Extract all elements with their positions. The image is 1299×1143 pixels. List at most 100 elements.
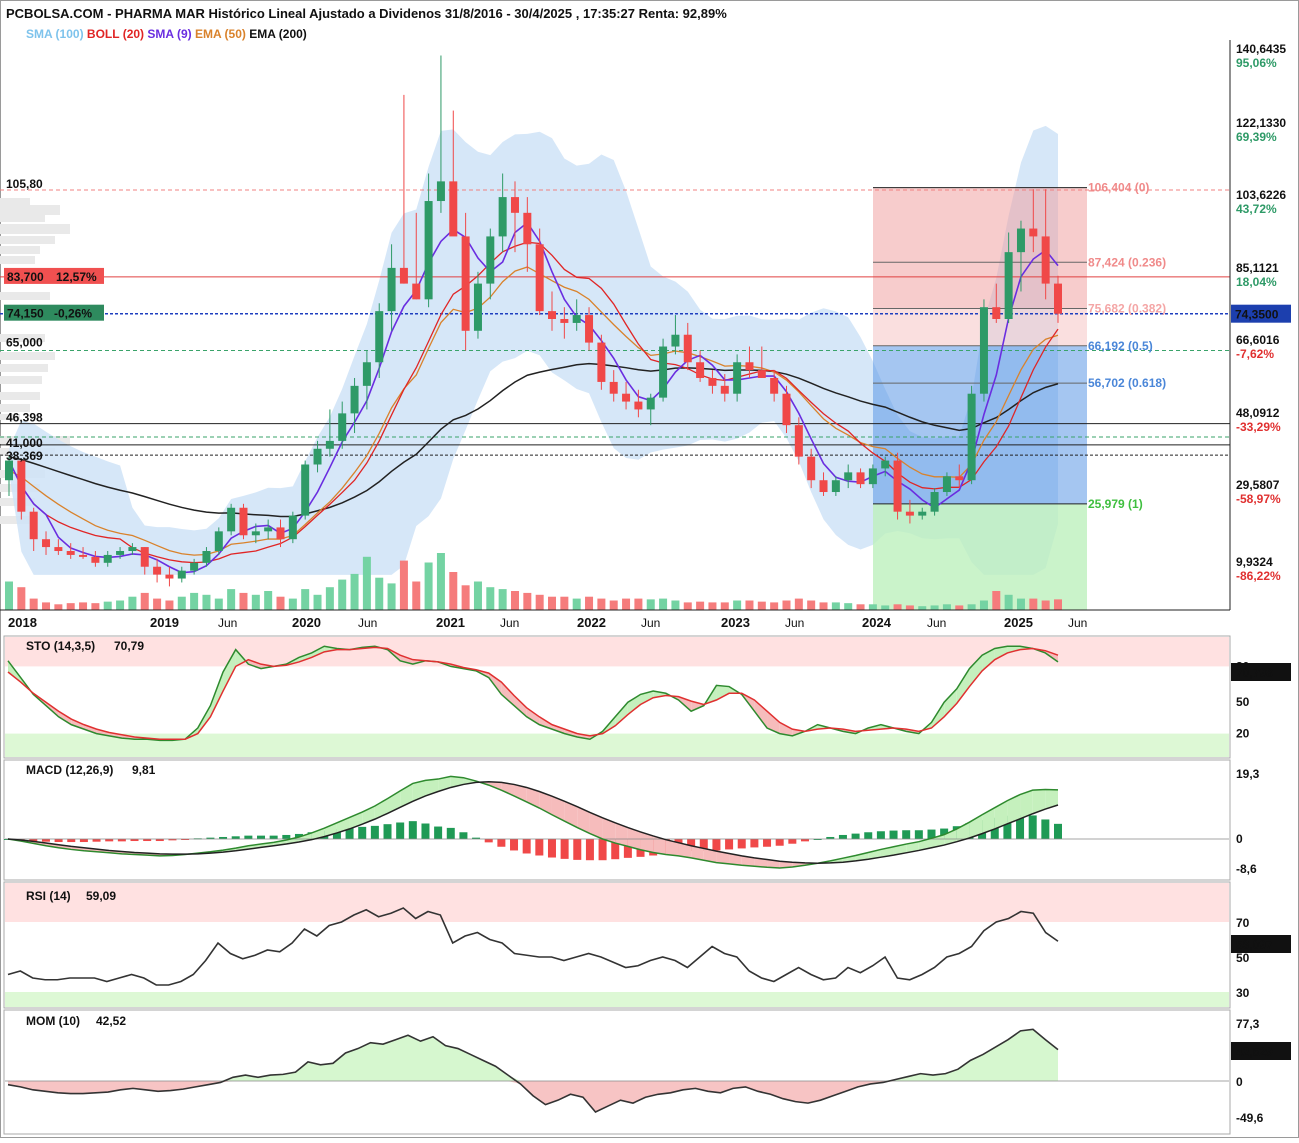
sto-readout-tag	[1231, 663, 1291, 681]
macd-histogram-bar	[370, 825, 379, 839]
candle-body	[585, 315, 594, 343]
macd-signal-line	[7, 780, 1059, 864]
mom-readout: 42,529	[1236, 1045, 1273, 1059]
candle-body	[288, 515, 297, 540]
chart-title: PCBOLSA.COM - PHARMA MAR Histórico Linea…	[6, 6, 727, 21]
volume-bar	[387, 583, 396, 610]
volume-bar	[165, 600, 174, 610]
candle-body	[757, 370, 766, 378]
candle-body	[375, 311, 384, 363]
overbought-zone	[5, 637, 1229, 667]
oversold-zone	[5, 992, 1229, 1007]
price-axis-value: 122,1330	[1236, 116, 1286, 130]
price-axis-value: 85,1121	[1236, 261, 1279, 275]
ref-price: 74,150	[7, 307, 44, 321]
mom-positive-fill	[8, 1029, 1058, 1081]
volume-bar	[313, 594, 322, 610]
fill-segment	[501, 782, 515, 796]
volume-bar	[399, 560, 408, 610]
volume-profile-bar	[0, 256, 35, 264]
fib-label: 66,192 (0.5)	[1088, 339, 1153, 353]
candle-body	[473, 283, 482, 331]
candle-body	[622, 393, 631, 402]
ema50-line	[8, 266, 1059, 556]
panel-frame	[3, 881, 1231, 1009]
macd-histogram-bar	[130, 839, 139, 842]
candle-body	[510, 197, 519, 213]
volume-bar	[436, 553, 445, 610]
resist-pct: 12,57%	[56, 270, 97, 284]
volume-profile-bar	[0, 292, 50, 300]
sto-level-50: 50	[1236, 695, 1250, 709]
fill-segment	[501, 682, 515, 706]
candle-body	[116, 551, 125, 555]
candle-body	[140, 547, 149, 567]
price-axis-pct: 18,04%	[1236, 275, 1277, 289]
fill-segment	[58, 844, 72, 850]
fill-segment	[551, 724, 565, 734]
volume-bar	[362, 556, 371, 610]
fill-segment	[374, 798, 388, 820]
rsi-panel: RSI (14) 59,09 70 50 30 59,097	[3, 881, 1291, 1009]
legend: SMA (100) BOLL (20) SMA (9) EMA (50) EMA…	[26, 27, 307, 41]
volume-profile-bar	[0, 414, 20, 420]
candle-body	[745, 362, 754, 371]
x-axis-label: 2022	[577, 615, 606, 630]
fill-segment	[1032, 789, 1046, 814]
x-axis-label: Jun	[1068, 616, 1087, 630]
macd-histogram-bar	[421, 823, 430, 839]
fill-segment	[640, 691, 654, 705]
macd-histogram-bar	[1003, 815, 1012, 839]
candle-body	[461, 236, 470, 331]
candle-body	[486, 236, 495, 284]
volume-bar	[510, 591, 519, 610]
momentum-panel: MOM (10) 42,52 77,3 0 -49,6 42,529	[3, 1009, 1291, 1135]
rsi-level-50: 50	[1236, 951, 1250, 965]
legend-ema200: EMA (200)	[249, 27, 307, 41]
volume-bar	[79, 602, 88, 610]
fill-segment	[767, 859, 780, 868]
price-axis-pct: 69,39%	[1236, 130, 1277, 144]
fill-segment	[969, 655, 983, 687]
volume-bar	[683, 602, 692, 610]
fill-segment	[488, 781, 502, 791]
volume-bar	[17, 587, 26, 610]
macd-histogram-bar	[940, 828, 949, 839]
fill-segment	[248, 844, 262, 850]
fill-segment	[412, 780, 426, 802]
macd-histogram-bar	[244, 835, 253, 839]
rsi-name: RSI (14)	[26, 889, 71, 903]
fill-segment	[982, 807, 995, 834]
macd-histogram-bar	[838, 834, 847, 839]
candle-body	[338, 413, 347, 441]
label-46: 46,398	[6, 411, 43, 425]
fib-zone-green	[873, 503, 1087, 610]
fill-segment	[716, 851, 730, 864]
ref-pct: -0,26%	[54, 307, 92, 321]
macd-histogram-bar	[181, 839, 190, 840]
boll-mid-line	[8, 241, 1059, 564]
volume-bar	[153, 598, 162, 610]
candle-body	[436, 181, 445, 202]
candle-body	[227, 507, 236, 532]
volume-bar	[239, 592, 248, 610]
macd-level-zero: 0	[1236, 832, 1243, 846]
fib-label: 25,979 (1)	[1088, 497, 1143, 511]
volume-profile-bar	[0, 236, 55, 244]
candle-body	[66, 551, 75, 555]
volume-bar	[548, 596, 557, 610]
candle-body	[301, 464, 310, 516]
label-high: 105,80	[6, 177, 43, 191]
volume-bar	[794, 598, 803, 610]
macd-histogram-bar	[876, 831, 885, 839]
volume-bar	[461, 585, 470, 610]
fill-segment	[627, 694, 641, 715]
price-axis-value: 103,6226	[1236, 188, 1286, 202]
fill-segment	[564, 729, 578, 737]
fill-segment	[298, 652, 312, 662]
macd-histogram-bar	[598, 839, 607, 861]
rsi-line	[7, 907, 1059, 986]
candle-body	[868, 468, 877, 485]
volume-bar	[190, 592, 199, 610]
volume-bar	[893, 604, 902, 610]
